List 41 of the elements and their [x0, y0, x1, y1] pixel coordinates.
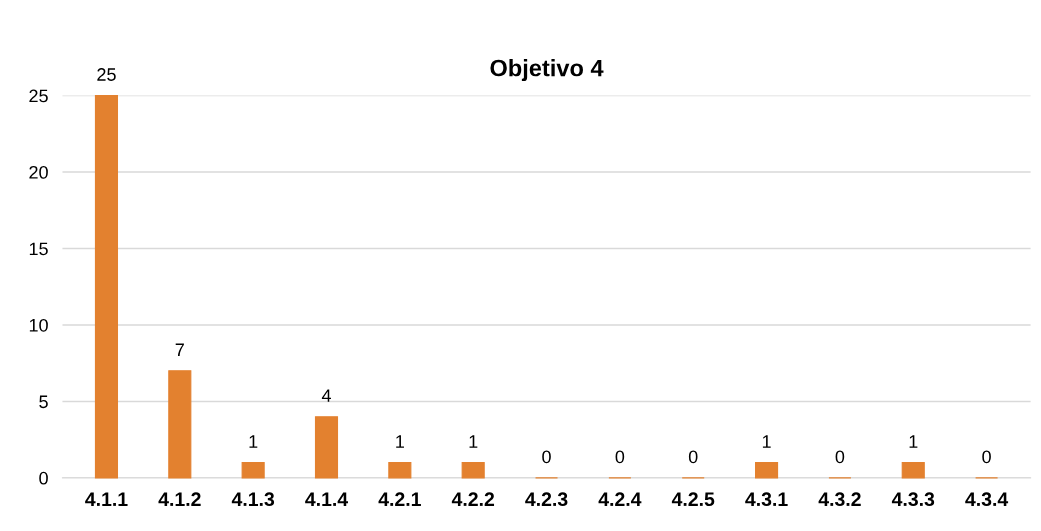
- y-tick-label: 5: [39, 395, 48, 409]
- x-tick-label: 4.3.1: [745, 492, 788, 507]
- bar: [241, 462, 265, 479]
- x-tick-label: 4.2.1: [378, 492, 421, 506]
- x-tick-label: 4.1.4: [305, 492, 349, 506]
- chart-title: Objetivo 4: [490, 59, 604, 82]
- x-tick-label: 4.2.2: [451, 492, 495, 506]
- y-tick-label: 0: [39, 471, 48, 485]
- data-label: 0: [835, 450, 845, 464]
- x-tick-label: 4.1.1: [85, 492, 128, 506]
- data-label: 0: [615, 450, 625, 464]
- data-label: 1: [249, 435, 258, 448]
- y-tick-label: 15: [29, 242, 48, 256]
- bar: [754, 462, 779, 479]
- y-tick-label: 25: [29, 89, 48, 103]
- bar: [461, 462, 485, 479]
- data-label: 4: [321, 389, 331, 402]
- bar: [314, 416, 339, 479]
- y-tick-label: 20: [29, 165, 48, 179]
- data-label: 1: [762, 435, 771, 448]
- data-label: 1: [396, 435, 404, 448]
- x-tick-label: 4.3.2: [818, 492, 861, 507]
- x-tick-label: 4.2.5: [671, 492, 715, 507]
- data-label: 0: [688, 450, 698, 464]
- data-label: 1: [909, 435, 918, 448]
- x-tick-label: 4.1.2: [158, 492, 201, 506]
- data-label: 7: [175, 343, 184, 356]
- y-tick-label: 10: [29, 318, 48, 332]
- x-tick-label: 4.3.3: [891, 492, 935, 507]
- data-label: 25: [97, 68, 116, 81]
- bar: [388, 462, 412, 479]
- x-tick-label: 4.2.4: [598, 492, 642, 506]
- x-tick-label: 4.1.3: [231, 492, 275, 507]
- data-label: 1: [469, 435, 478, 448]
- bar: [94, 95, 119, 479]
- x-tick-label: 4.2.3: [525, 492, 568, 507]
- bar: [901, 462, 925, 479]
- bar: [168, 370, 192, 479]
- data-label: 0: [542, 450, 551, 464]
- data-label: 0: [982, 450, 991, 464]
- x-tick-label: 4.3.4: [965, 492, 1009, 507]
